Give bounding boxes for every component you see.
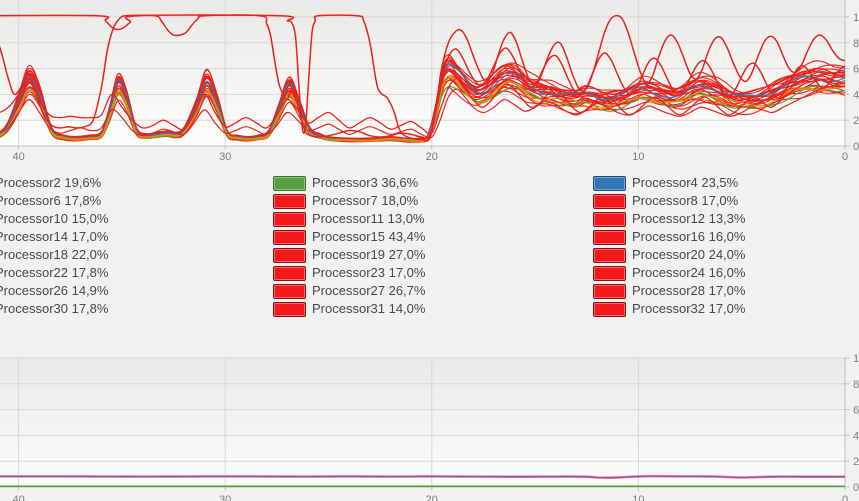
cpu-legend-item: Processor16 16,0% (593, 228, 745, 246)
legend-processor-label: Processor20 24,0% (632, 247, 746, 262)
legend-processor-label: Processor14 17,0% (0, 229, 109, 244)
cpu-legend-item: Processor32 17,0% (593, 300, 745, 318)
legend-processor-label: Processor11 13,0% (312, 211, 425, 226)
legend-processor-label: Processor8 17,0% (632, 193, 739, 208)
cpu-legend-item: Processor20 24,0% (593, 246, 745, 264)
legend-processor-label: Processor3 36,6% (312, 175, 419, 190)
cpu-legend-item: Processor12 13,3% (593, 210, 745, 228)
y-axis-tick-label: 80 (853, 38, 859, 50)
legend-processor-label: Processor28 17,0% (632, 283, 746, 298)
legend-color-swatch[interactable] (593, 211, 626, 227)
memory-series (0, 474, 845, 487)
cpu-legend-item: Processor7 18,0% (273, 192, 418, 210)
y-axis-tick-label: 40 (853, 430, 859, 442)
cpu-legend-item: Processor24 16,0% (593, 264, 745, 282)
y-axis-tick-label: 20 (853, 115, 859, 127)
legend-color-swatch[interactable] (593, 247, 626, 263)
cpu-series (0, 14, 846, 143)
legend-color-swatch[interactable] (593, 265, 626, 281)
x-axis-tick-label: 10 (632, 151, 644, 163)
cpu-series-line (0, 63, 846, 141)
y-axis-tick-label: 20 (853, 456, 859, 468)
legend-color-swatch[interactable] (273, 265, 306, 281)
legend-processor-label: Processor16 16,0% (632, 229, 746, 244)
cpu-legend-item: Processor31 14,0% (273, 300, 425, 318)
y-axis-tick-label: 80 (853, 379, 859, 391)
legend-color-swatch[interactable] (593, 193, 626, 209)
legend-processor-label: Processor6 17,8% (0, 193, 102, 208)
cpu-history-chart: 100806040200403020100 (0, 0, 859, 163)
x-axis-tick-label: 10 (632, 494, 644, 501)
memory-history-chart: 100806040200403020100 (0, 353, 859, 501)
cpu-legend-item: Processor28 17,0% (593, 282, 745, 300)
cpu-legend: Processor2 19,6% Processor6 17,8% Processo… (0, 174, 859, 320)
y-axis-tick-label: 100 (853, 353, 859, 365)
cpu-legend-item: Processor23 17,0% (273, 264, 425, 282)
legend-processor-label: Processor2 19,6% (0, 175, 102, 190)
legend-color-swatch[interactable] (273, 301, 306, 317)
legend-processor-label: Processor15 43,4% (312, 229, 426, 244)
legend-color-swatch[interactable] (593, 301, 626, 317)
legend-color-swatch[interactable] (273, 175, 306, 191)
legend-color-swatch[interactable] (273, 229, 306, 245)
legend-processor-label: Processor31 14,0% (312, 301, 426, 316)
cpu-series-line (0, 75, 846, 142)
x-axis-tick-label: 40 (12, 494, 24, 501)
legend-color-swatch[interactable] (273, 193, 306, 209)
x-axis-tick-label: 0 (842, 494, 848, 501)
legend-color-swatch[interactable] (593, 229, 626, 245)
memory-line (0, 475, 845, 479)
memory-history-chart-plot-area (0, 358, 845, 487)
cpu-legend-item: Processor15 43,4% (273, 228, 425, 246)
x-axis-tick-label: 20 (426, 151, 438, 163)
x-axis-tick-label: 30 (219, 151, 231, 163)
cpu-legend-item: Processor4 23,5% (593, 174, 738, 192)
legend-processor-label: Processor24 16,0% (632, 265, 746, 280)
cpu-legend-item: Processor27 26,7% (273, 282, 425, 300)
y-axis-tick-label: 40 (853, 89, 859, 101)
y-axis-tick-label: 0 (853, 141, 859, 153)
legend-processor-label: Processor30 17,8% (0, 301, 109, 316)
cpu-series-line (0, 85, 846, 139)
cpu-series-line (0, 78, 846, 135)
cpu-legend-item: Processor19 27,0% (273, 246, 425, 264)
legend-processor-label: Processor4 23,5% (632, 175, 739, 190)
legend-processor-label: Processor22 17,8% (0, 265, 109, 280)
legend-processor-label: Processor23 17,0% (312, 265, 426, 280)
y-axis-tick-label: 100 (853, 12, 859, 24)
x-axis-tick-label: 30 (219, 494, 231, 501)
legend-processor-label: Processor18 22,0% (0, 247, 109, 262)
legend-processor-label: Processor19 27,0% (312, 247, 426, 262)
cpu-series-line (0, 14, 846, 142)
legend-processor-label: Processor27 26,7% (312, 283, 426, 298)
legend-color-swatch[interactable] (593, 283, 626, 299)
y-axis-tick-label: 0 (853, 482, 859, 494)
y-axis-tick-label: 60 (853, 64, 859, 76)
legend-color-swatch[interactable] (273, 211, 306, 227)
y-axis-tick-label: 60 (853, 405, 859, 417)
legend-color-swatch[interactable] (273, 247, 306, 263)
x-axis-tick-label: 20 (426, 494, 438, 501)
legend-processor-label: Processor10 15,0% (0, 211, 109, 226)
cpu-legend-item: Processor8 17,0% (593, 192, 738, 210)
cpu-legend-item: Processor3 36,6% (273, 174, 418, 192)
legend-processor-label: Processor12 13,3% (632, 211, 746, 226)
legend-color-swatch[interactable] (593, 175, 626, 191)
x-axis-tick-label: 40 (12, 151, 24, 163)
cpu-legend-item: Processor11 13,0% (273, 210, 425, 228)
legend-processor-label: Processor26 14,9% (0, 283, 109, 298)
legend-color-swatch[interactable] (273, 283, 306, 299)
x-axis-tick-label: 0 (842, 151, 848, 163)
cpu-series-line (0, 14, 846, 140)
legend-processor-label: Processor32 17,0% (632, 301, 746, 316)
legend-processor-label: Processor7 18,0% (312, 193, 419, 208)
